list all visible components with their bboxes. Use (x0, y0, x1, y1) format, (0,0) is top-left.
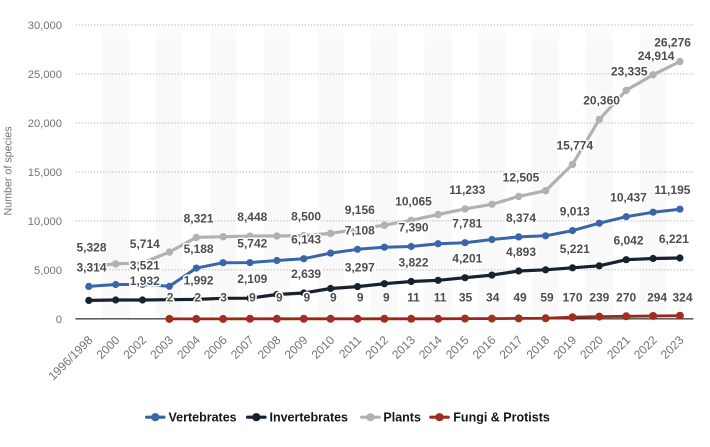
svg-text:Fungi & Protists: Fungi & Protists (453, 411, 550, 425)
svg-text:7,781: 7,781 (452, 217, 482, 231)
svg-text:4,201: 4,201 (452, 252, 482, 266)
svg-text:3: 3 (220, 291, 227, 305)
svg-text:4,893: 4,893 (506, 245, 536, 259)
svg-text:5,188: 5,188 (184, 242, 214, 256)
svg-text:24,914: 24,914 (638, 49, 675, 63)
svg-text:5,714: 5,714 (130, 237, 160, 251)
svg-text:10,000: 10,000 (28, 216, 62, 228)
svg-text:5,000: 5,000 (34, 265, 62, 277)
svg-text:170: 170 (562, 291, 582, 305)
svg-text:270: 270 (616, 291, 636, 305)
svg-text:0: 0 (56, 314, 62, 326)
svg-text:5,221: 5,221 (560, 242, 590, 256)
svg-text:3,297: 3,297 (345, 261, 375, 275)
svg-text:59: 59 (540, 291, 554, 305)
svg-text:12,505: 12,505 (503, 170, 540, 184)
svg-text:15,774: 15,774 (556, 138, 593, 152)
svg-text:9,013: 9,013 (560, 205, 590, 219)
svg-text:10,065: 10,065 (395, 194, 432, 208)
svg-text:9: 9 (357, 291, 364, 305)
svg-text:Invertebrates: Invertebrates (270, 411, 349, 425)
svg-text:Number of species: Number of species (2, 126, 14, 215)
svg-text:20,360: 20,360 (583, 93, 620, 107)
svg-text:6,221: 6,221 (659, 232, 689, 246)
svg-text:9: 9 (276, 291, 283, 305)
svg-text:3,822: 3,822 (398, 256, 428, 270)
svg-text:6,042: 6,042 (613, 234, 643, 248)
svg-text:8,321: 8,321 (184, 211, 214, 225)
svg-text:6,143: 6,143 (291, 233, 321, 247)
svg-text:9: 9 (383, 291, 390, 305)
svg-text:1,992: 1,992 (184, 273, 214, 287)
svg-text:49: 49 (513, 291, 527, 305)
svg-text:8,500: 8,500 (291, 210, 321, 224)
svg-text:23,335: 23,335 (611, 64, 648, 78)
svg-text:7,108: 7,108 (345, 223, 375, 237)
svg-text:26,276: 26,276 (654, 36, 691, 50)
svg-text:5,328: 5,328 (76, 241, 106, 255)
svg-text:2,109: 2,109 (237, 272, 267, 286)
svg-text:15,000: 15,000 (28, 167, 62, 179)
svg-text:9: 9 (249, 291, 256, 305)
svg-text:35: 35 (459, 291, 473, 305)
svg-text:2,639: 2,639 (291, 267, 321, 281)
svg-text:8,448: 8,448 (237, 210, 267, 224)
svg-text:2: 2 (194, 291, 201, 305)
svg-text:11: 11 (407, 291, 420, 305)
svg-text:294: 294 (647, 291, 667, 305)
svg-text:20,000: 20,000 (28, 118, 62, 130)
svg-text:239: 239 (589, 291, 609, 305)
svg-text:10,437: 10,437 (610, 191, 647, 205)
svg-text:3,521: 3,521 (130, 258, 160, 272)
svg-text:1,932: 1,932 (130, 274, 160, 288)
svg-text:30,000: 30,000 (28, 20, 62, 32)
svg-text:34: 34 (486, 291, 500, 305)
svg-text:324: 324 (672, 291, 692, 305)
svg-text:7,390: 7,390 (398, 221, 428, 235)
svg-text:11,233: 11,233 (449, 183, 485, 197)
svg-text:Vertebrates: Vertebrates (169, 411, 237, 425)
svg-text:9: 9 (330, 291, 337, 305)
svg-text:11,195: 11,195 (654, 183, 690, 197)
svg-text:9: 9 (303, 291, 310, 305)
svg-text:8,374: 8,374 (506, 211, 536, 225)
svg-text:25,000: 25,000 (28, 69, 62, 81)
svg-text:Plants: Plants (383, 411, 421, 425)
svg-text:2: 2 (167, 291, 174, 305)
svg-text:3,314: 3,314 (76, 260, 106, 274)
svg-text:9,156: 9,156 (345, 203, 375, 217)
svg-text:11: 11 (434, 291, 447, 305)
svg-text:5,742: 5,742 (237, 237, 267, 251)
